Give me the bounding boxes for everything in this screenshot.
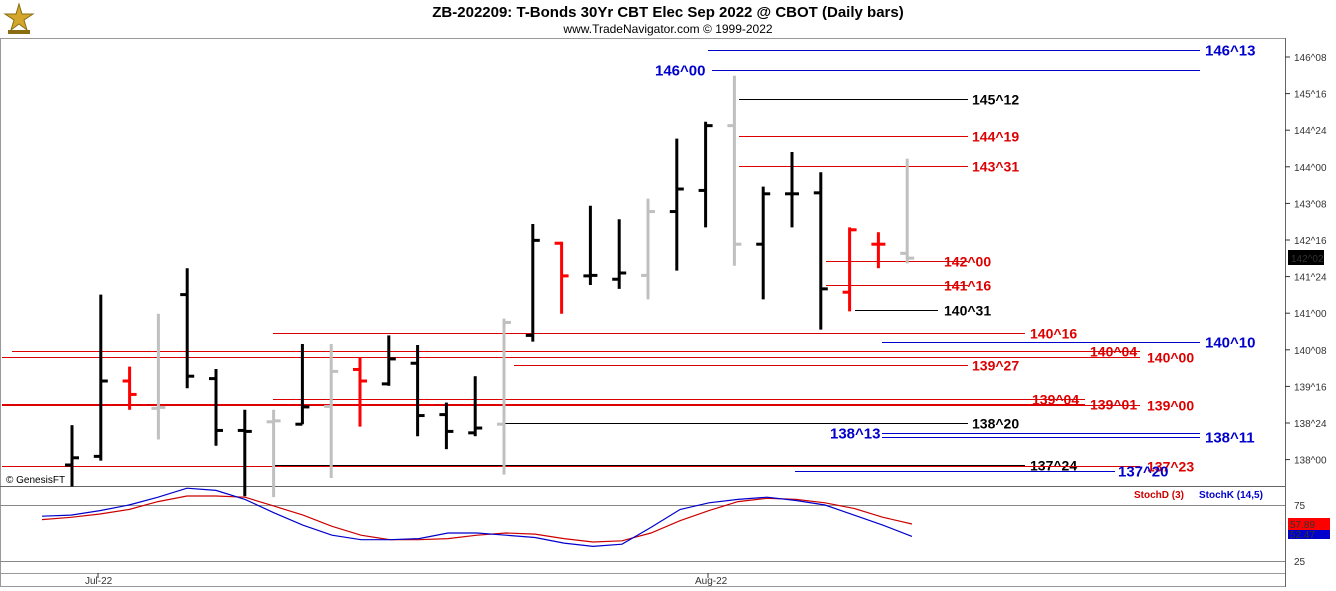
axis-tick-label: 139^16 — [1294, 382, 1327, 393]
axis-tick-label: 144^00 — [1294, 163, 1327, 174]
stoch-k-line — [41, 487, 913, 548]
watermark: © GenesisFT — [6, 475, 65, 486]
chart-frame — [0, 38, 1286, 587]
stoch-d-value-box — [1288, 518, 1330, 530]
level-label: 146^13 — [1205, 43, 1255, 60]
level-label: 139^27 — [972, 358, 1019, 374]
date-axis: Jul-22 Aug-22 — [85, 573, 728, 587]
axis-tick-label: 144^24 — [1294, 126, 1327, 137]
axis-tick-label: 138^24 — [1294, 419, 1327, 430]
stoch-tick-label: 75 — [1294, 501, 1306, 512]
chart-subtitle: www.TradeNavigator.com © 1999-2022 — [563, 22, 773, 36]
chart-header: ZB-202209: T-Bonds 30Yr CBT Elec Sep 202… — [0, 0, 1336, 38]
level-label: 138^20 — [972, 416, 1019, 432]
level-label: 144^19 — [972, 129, 1019, 145]
level-label: 146^00 — [655, 63, 705, 80]
stoch-d-value: 57.89 — [1290, 520, 1315, 531]
chart-title: ZB-202209: T-Bonds 30Yr CBT Elec Sep 202… — [432, 4, 904, 21]
level-label: 139^01 — [1090, 397, 1137, 413]
axis-tick-label: 140^08 — [1294, 346, 1327, 357]
level-label: 140^00 — [1147, 350, 1194, 366]
axis-tick-label: 138^00 — [1294, 456, 1327, 467]
date-label: Jul-22 — [85, 576, 113, 587]
level-label: 145^12 — [972, 92, 1019, 108]
level-label: 141^16 — [944, 278, 991, 294]
stoch-d-legend: StochD (3) — [1134, 490, 1184, 501]
level-label: 140^31 — [944, 303, 991, 319]
level-lines: 146^13 146^00 145^12 144^19 143^31 142^00 141^… — [2, 43, 1255, 481]
stoch-k-value: 52.47 — [1290, 530, 1315, 541]
level-label: 137^24 — [1030, 458, 1077, 474]
level-label: 142^00 — [944, 254, 991, 270]
last-price-label: 142^02 — [1291, 254, 1324, 265]
stoch-k-value-box — [1288, 530, 1330, 539]
price-axis: 146^08 145^16 144^24 144^00 143^08 142^16 141^… — [1285, 53, 1327, 467]
axis-tick-label: 141^00 — [1294, 309, 1327, 320]
trade-navigator-logo-icon — [3, 2, 35, 34]
last-price-box — [1288, 250, 1324, 265]
axis-tick-label: 141^24 — [1294, 273, 1327, 284]
level-label: 140^16 — [1030, 326, 1077, 342]
level-label: 143^31 — [972, 159, 1019, 175]
date-label: Aug-22 — [695, 576, 728, 587]
axis-tick-label: 142^16 — [1294, 236, 1327, 247]
level-label: 139^00 — [1147, 398, 1194, 414]
level-label: 140^04 — [1090, 344, 1137, 360]
stoch-tick-label: 25 — [1294, 557, 1306, 568]
level-label: 140^10 — [1205, 335, 1255, 352]
stoch-d-line — [41, 495, 913, 543]
level-label: 137^23 — [1147, 459, 1194, 475]
price-bars — [65, 75, 915, 498]
level-label: 138^13 — [830, 426, 880, 443]
axis-tick-label: 143^08 — [1294, 199, 1327, 210]
level-label: 139^04 — [1032, 392, 1079, 408]
level-label: 138^11 — [1205, 430, 1255, 447]
stoch-k-legend: StochK (14,5) — [1199, 490, 1263, 501]
axis-tick-label: 145^16 — [1294, 90, 1327, 101]
axis-tick-label: 146^08 — [1294, 53, 1327, 64]
level-label: 137^20 — [1118, 464, 1168, 481]
